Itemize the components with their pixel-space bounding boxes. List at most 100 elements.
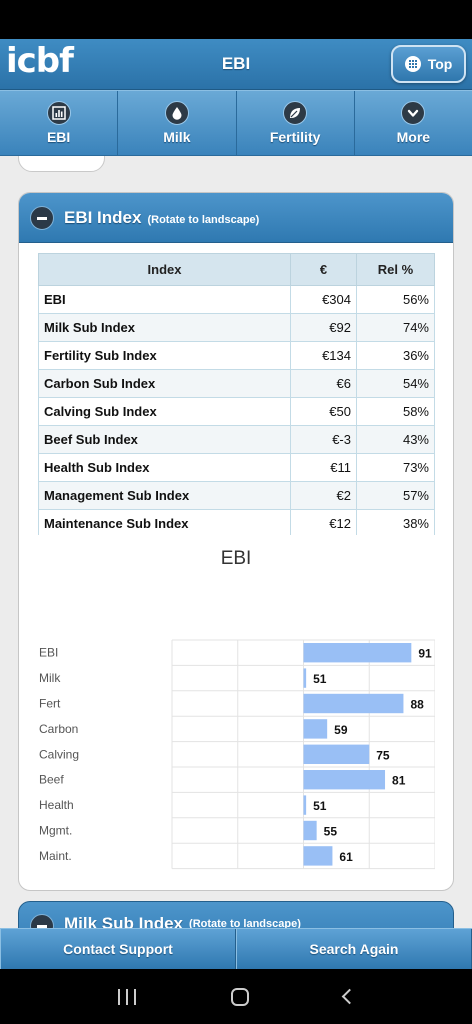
category-label: Mgmt. bbox=[39, 824, 72, 838]
table-row: Fertility Sub Index €134 36% bbox=[38, 341, 435, 370]
ebi-index-panel: EBI Index (Rotate to landscape) Index € … bbox=[18, 192, 454, 891]
ebi-index-table: Index € Rel % EBI €304 56% Milk Sub Index €9… bbox=[38, 253, 435, 538]
table-cell: €92 bbox=[290, 313, 357, 342]
tab-fertility-label: Fertility bbox=[269, 129, 321, 145]
category-label: Maint. bbox=[39, 849, 72, 863]
table-cell: EBI bbox=[38, 285, 291, 314]
tab-bar: EBI Milk Fertility More bbox=[0, 90, 472, 156]
icbf-logo[interactable]: icbf bbox=[6, 41, 74, 81]
value-label: 91 bbox=[418, 647, 432, 661]
chart-bar bbox=[303, 719, 328, 739]
contact-support-button[interactable]: Contact Support bbox=[0, 929, 236, 969]
table-cell: 38% bbox=[356, 509, 435, 538]
chart-bar bbox=[303, 820, 317, 841]
recent-apps-icon[interactable] bbox=[117, 988, 136, 1005]
system-nav-bar bbox=[0, 969, 472, 1024]
value-label: 81 bbox=[392, 774, 406, 788]
tab-more[interactable]: More bbox=[355, 91, 472, 155]
tab-fertility[interactable]: Fertility bbox=[237, 91, 355, 155]
table-cell: €6 bbox=[290, 369, 357, 398]
tab-more-label: More bbox=[396, 129, 431, 145]
table-cell: 57% bbox=[356, 481, 435, 510]
table-cell: €11 bbox=[290, 453, 357, 482]
chart-bar bbox=[303, 693, 404, 714]
next-panel-note: (Rotate to landscape) bbox=[189, 918, 301, 928]
table-row: Calving Sub Index €50 58% bbox=[38, 397, 435, 426]
leaf-icon bbox=[283, 101, 308, 125]
category-label: Health bbox=[39, 798, 74, 812]
table-cell: Fertility Sub Index bbox=[38, 341, 291, 370]
home-icon[interactable] bbox=[230, 987, 249, 1006]
value-label: 55 bbox=[324, 825, 338, 839]
table-cell: €2 bbox=[290, 481, 357, 510]
value-label: 51 bbox=[313, 799, 327, 813]
table-cell: €12 bbox=[290, 509, 357, 538]
ebi-chart: EBI EBI 91 Milk 51 Fert 88 Carbon 59 Calving 75 Bee… bbox=[38, 535, 435, 883]
chart-title: EBI bbox=[221, 548, 252, 569]
category-label: Beef bbox=[39, 773, 64, 787]
panel-note: (Rotate to landscape) bbox=[147, 213, 260, 226]
column-header: Rel % bbox=[356, 253, 435, 286]
app-header: icbf EBI Top bbox=[0, 39, 472, 90]
category-label: Calving bbox=[39, 747, 79, 761]
table-cell: Carbon Sub Index bbox=[38, 369, 291, 398]
table-cell: Milk Sub Index bbox=[38, 313, 291, 342]
chart-bar bbox=[303, 643, 412, 663]
chevron-down-icon bbox=[401, 101, 426, 125]
next-panel-title: Milk Sub Index bbox=[64, 914, 184, 928]
table-cell: 56% bbox=[356, 285, 435, 314]
previous-card bbox=[18, 156, 105, 172]
chart-bar bbox=[303, 770, 386, 790]
chart-bar bbox=[303, 668, 307, 688]
table-cell: €304 bbox=[290, 285, 357, 314]
table-row: Milk Sub Index €92 74% bbox=[38, 313, 435, 342]
status-bar bbox=[0, 0, 472, 39]
table-cell: 36% bbox=[356, 341, 435, 370]
table-cell: 43% bbox=[356, 425, 435, 454]
panel-title: EBI Index bbox=[64, 207, 142, 227]
tab-milk[interactable]: Milk bbox=[118, 91, 237, 155]
table-cell: €-3 bbox=[290, 425, 357, 454]
chart-bar bbox=[303, 744, 370, 764]
milk-sub-index-panel-header[interactable]: Milk Sub Index (Rotate to landscape) bbox=[18, 901, 454, 928]
category-label: EBI bbox=[39, 646, 58, 660]
tab-ebi[interactable]: EBI bbox=[0, 91, 119, 155]
grid-icon bbox=[404, 56, 421, 72]
tab-milk-label: Milk bbox=[163, 129, 191, 145]
table-cell: 58% bbox=[356, 397, 435, 426]
chart-bar bbox=[303, 846, 333, 866]
top-button[interactable]: Top bbox=[391, 45, 466, 83]
table-cell: 54% bbox=[356, 369, 435, 398]
value-label: 59 bbox=[334, 723, 348, 737]
table-cell: Management Sub Index bbox=[38, 481, 291, 510]
chart-svg: EBI EBI 91 Milk 51 Fert 88 Carbon 59 Calving 75 Bee… bbox=[39, 548, 435, 870]
bar-chart-icon bbox=[46, 101, 71, 125]
table-cell: 74% bbox=[356, 313, 435, 342]
value-label: 88 bbox=[410, 698, 424, 712]
search-again-button[interactable]: Search Again bbox=[236, 929, 472, 969]
table-cell: €134 bbox=[290, 341, 357, 370]
collapse-icon[interactable] bbox=[30, 205, 54, 230]
table-row: Health Sub Index €11 73% bbox=[38, 453, 435, 482]
table-cell: Beef Sub Index bbox=[38, 425, 291, 454]
category-label: Carbon bbox=[39, 722, 78, 736]
column-header: € bbox=[290, 253, 357, 286]
back-icon[interactable] bbox=[341, 988, 357, 1005]
table-row: Maintenance Sub Index €12 38% bbox=[38, 509, 435, 538]
table-cell: Health Sub Index bbox=[38, 453, 291, 482]
table-row: Carbon Sub Index €6 54% bbox=[38, 369, 435, 398]
column-header: Index bbox=[38, 253, 291, 286]
table-row: EBI €304 56% bbox=[38, 285, 435, 314]
table-cell: €50 bbox=[290, 397, 357, 426]
table-cell: Calving Sub Index bbox=[38, 397, 291, 426]
collapse-icon[interactable] bbox=[30, 914, 54, 928]
chart-bar bbox=[303, 795, 307, 815]
drop-icon bbox=[164, 101, 189, 125]
panel-header[interactable]: EBI Index (Rotate to landscape) bbox=[19, 193, 453, 243]
content-area[interactable]: EBI Index (Rotate to landscape) Index € … bbox=[0, 156, 472, 928]
bottom-bar: Contact Support Search Again bbox=[0, 928, 472, 969]
value-label: 51 bbox=[313, 672, 327, 686]
table-header-row: Index € Rel % bbox=[38, 253, 435, 286]
tab-ebi-label: EBI bbox=[46, 129, 71, 145]
table-cell: Maintenance Sub Index bbox=[38, 509, 291, 538]
